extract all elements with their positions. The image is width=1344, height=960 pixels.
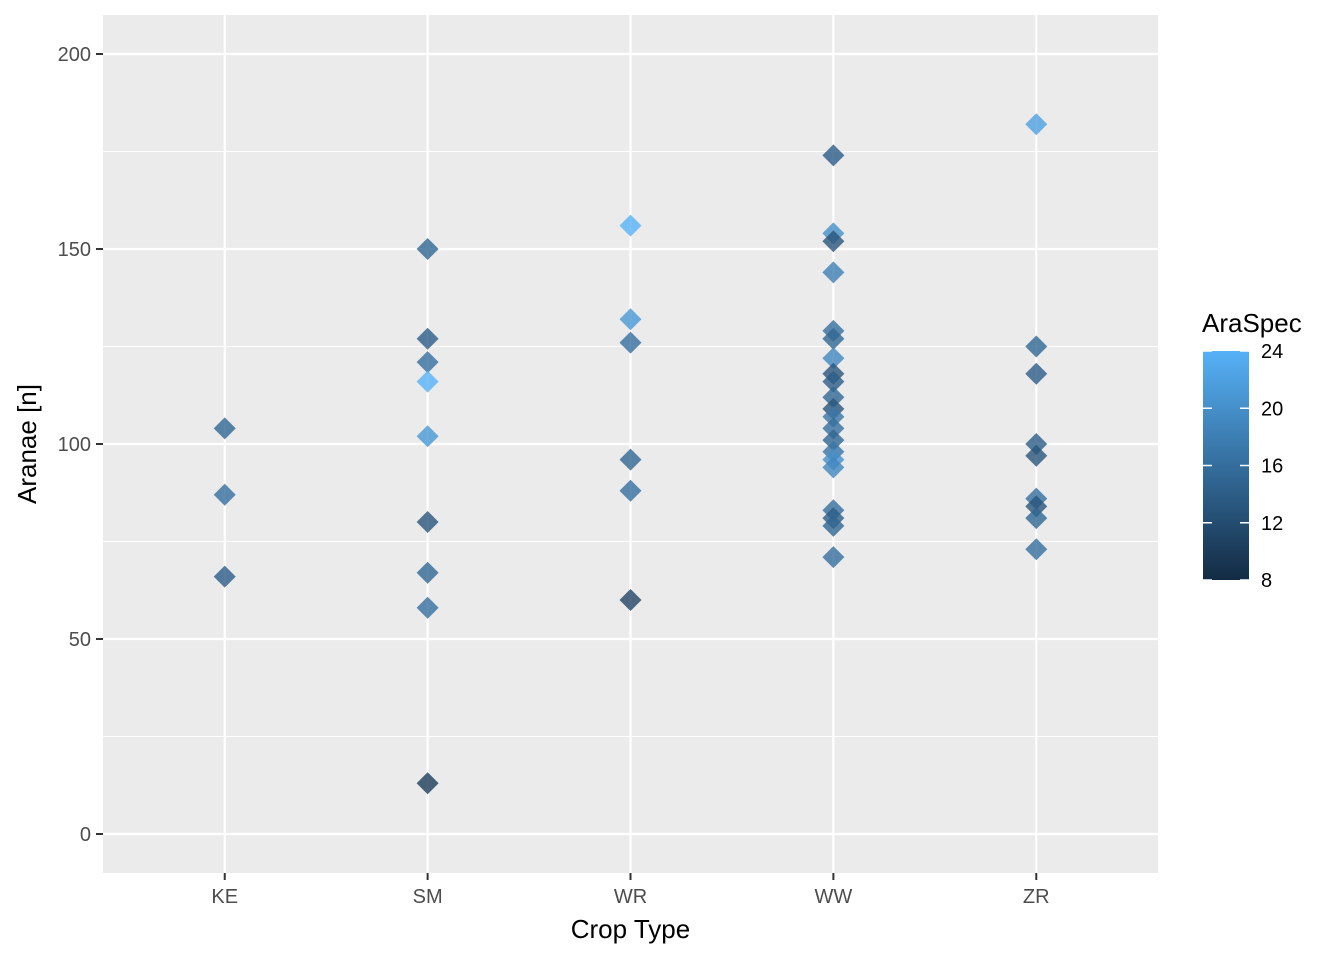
- legend-tick-label: 16: [1261, 456, 1283, 478]
- data-point: [822, 230, 845, 253]
- x-tick-label: KE: [211, 886, 238, 908]
- data-point: [822, 429, 845, 452]
- y-axis: 0 50 100 150 200: [58, 44, 103, 846]
- x-axis: KE SM WR WW ZR: [211, 873, 1050, 908]
- data-point: [416, 327, 439, 350]
- data-point: [822, 370, 845, 393]
- data-point: [1025, 113, 1048, 136]
- data-point: [416, 596, 439, 619]
- data-point: [619, 214, 642, 237]
- data-point: [416, 351, 439, 374]
- data-point: [822, 546, 845, 569]
- data-point: [822, 417, 845, 440]
- data-point: [822, 456, 845, 479]
- data-point: [1025, 538, 1048, 561]
- legend-tick-label: 8: [1261, 570, 1272, 592]
- data-point: [822, 347, 845, 370]
- data-point: [822, 405, 845, 428]
- data-point: [416, 511, 439, 533]
- data-point: [416, 772, 439, 795]
- data-point: [1025, 362, 1048, 385]
- data-point: [1025, 433, 1048, 455]
- data-points: [213, 113, 1048, 795]
- y-tick-label: 50: [69, 629, 91, 651]
- data-point: [416, 238, 439, 260]
- y-tick-label: 150: [58, 239, 91, 261]
- color-legend: AraSpec 8 12 16 20 24: [1202, 308, 1302, 592]
- legend-tick-label: 20: [1261, 398, 1283, 420]
- data-point: [416, 561, 439, 584]
- data-point: [822, 144, 845, 167]
- data-point: [619, 479, 642, 502]
- data-point: [1025, 335, 1048, 358]
- x-axis-title: Crop Type: [571, 914, 690, 944]
- data-point: [822, 327, 845, 350]
- x-tick-label: SM: [413, 886, 443, 908]
- data-point: [213, 565, 236, 588]
- data-point: [822, 261, 845, 284]
- data-point: [822, 514, 845, 537]
- data-point: [619, 448, 642, 471]
- data-point: [416, 425, 439, 448]
- legend-tick-label: 24: [1261, 341, 1283, 363]
- data-point: [416, 370, 439, 393]
- data-point: [1025, 495, 1048, 518]
- y-tick-label: 100: [58, 434, 91, 456]
- data-point: [619, 331, 642, 354]
- legend-ticks: 8 12 16 20 24: [1203, 341, 1283, 592]
- data-point: [619, 308, 642, 331]
- data-point: [619, 589, 642, 611]
- data-point: [1025, 444, 1048, 467]
- data-point: [1025, 507, 1048, 530]
- legend-title: AraSpec: [1202, 308, 1302, 338]
- data-point: [822, 386, 845, 409]
- data-point: [213, 483, 236, 506]
- legend-tick-label: 12: [1261, 513, 1283, 535]
- x-tick-label: ZR: [1023, 886, 1050, 908]
- y-tick-label: 0: [80, 824, 91, 846]
- x-tick-label: WW: [815, 886, 853, 908]
- x-tick-label: WR: [614, 886, 647, 908]
- data-point: [213, 417, 236, 440]
- y-axis-title: Aranae [n]: [12, 384, 42, 504]
- y-tick-label: 200: [58, 44, 91, 66]
